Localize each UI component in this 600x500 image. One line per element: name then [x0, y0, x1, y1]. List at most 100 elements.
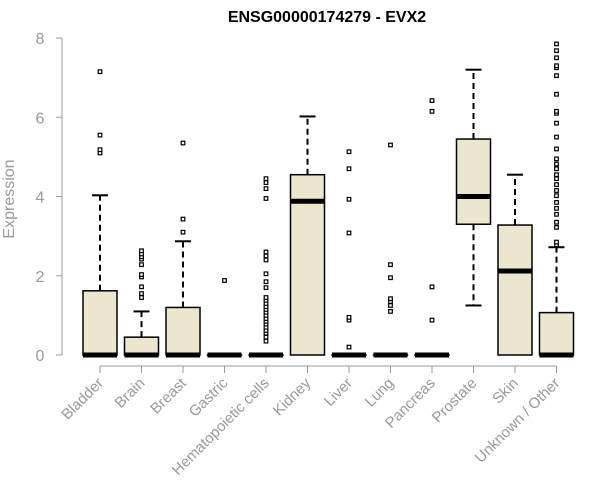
- outlier-point: [554, 108, 559, 114]
- box-group: [372, 142, 409, 358]
- outlier-point: [388, 296, 393, 302]
- box-group: [538, 41, 575, 358]
- outlier-point: [346, 344, 352, 350]
- outlier-point: [554, 146, 559, 152]
- box-group: [331, 149, 367, 358]
- y-tick-label: 6: [36, 110, 45, 127]
- outlier-point: [554, 63, 559, 69]
- outlier-point: [263, 338, 269, 344]
- outlier-point: [554, 239, 559, 245]
- outlier-point: [97, 69, 103, 75]
- chart-title: ENSG00000174279 - EVX2: [228, 9, 426, 26]
- outlier-point: [97, 132, 103, 138]
- box: [165, 306, 201, 356]
- outlier-point: [263, 186, 269, 191]
- outlier-point: [554, 166, 559, 172]
- outlier-point: [554, 219, 559, 225]
- box: [455, 138, 492, 225]
- outlier-point: [388, 262, 393, 268]
- outlier-point: [554, 156, 559, 162]
- x-tick-label: Bladder: [58, 375, 107, 424]
- y-tick-label: 8: [36, 31, 45, 48]
- outlier-point: [346, 230, 352, 236]
- outlier-point: [263, 176, 269, 182]
- box: [123, 336, 160, 356]
- outlier-point: [222, 278, 227, 283]
- y-tick-label: 0: [36, 348, 45, 365]
- outlier-point: [554, 161, 559, 167]
- x-tick-label: Lung: [362, 375, 398, 411]
- x-tick-label: Kidney: [270, 374, 315, 419]
- outlier-point: [554, 134, 559, 140]
- outlier-point: [180, 216, 186, 222]
- outlier-point: [180, 140, 186, 146]
- box: [538, 311, 575, 356]
- outlier-point: [429, 317, 435, 323]
- outlier-point: [139, 295, 144, 300]
- outlier-point: [554, 48, 559, 54]
- box-group: [165, 140, 201, 358]
- box: [289, 173, 326, 356]
- outlier-point: [139, 272, 144, 277]
- box-group: [414, 98, 450, 358]
- x-tick-label: Brain: [112, 375, 149, 412]
- outlier-point: [554, 55, 559, 61]
- outlier-point: [139, 284, 144, 290]
- outlier-point: [139, 248, 144, 254]
- outlier-point: [554, 73, 559, 79]
- outlier-point: [554, 200, 559, 205]
- outlier-point: [263, 180, 269, 186]
- box: [82, 290, 118, 356]
- outlier-point: [346, 196, 352, 202]
- outlier-point: [263, 295, 269, 300]
- y-axis: 0 2 4 6 8: [36, 31, 63, 365]
- y-axis-label: Expression: [1, 159, 18, 238]
- outlier-point: [139, 262, 144, 268]
- box-group: [289, 115, 326, 356]
- outlier-point: [388, 142, 393, 148]
- outlier-point: [429, 284, 435, 290]
- box-group: [455, 68, 492, 307]
- outlier-point: [263, 196, 269, 201]
- outlier-point: [388, 309, 393, 314]
- outlier-point: [263, 249, 269, 255]
- outlier-point: [554, 225, 559, 230]
- box-group: [82, 69, 118, 358]
- outlier-point: [554, 176, 559, 182]
- outlier-point: [263, 279, 269, 285]
- outlier-point: [554, 211, 559, 217]
- outlier-point: [554, 193, 559, 199]
- outlier-point: [346, 149, 352, 155]
- outlier-point: [554, 205, 559, 211]
- x-tick-label: Liver: [321, 375, 356, 410]
- outlier-point: [180, 229, 186, 235]
- outlier-point: [97, 147, 103, 153]
- plot-area: [82, 41, 575, 358]
- outlier-point: [263, 334, 269, 340]
- outlier-point: [554, 120, 559, 126]
- outlier-point: [554, 188, 559, 193]
- outlier-point: [346, 314, 352, 320]
- outlier-point: [554, 182, 559, 188]
- box-group: [497, 173, 533, 356]
- outlier-point: [554, 172, 559, 178]
- outlier-point: [139, 291, 144, 296]
- outlier-point: [388, 275, 393, 281]
- outlier-point: [263, 257, 269, 263]
- y-tick-label: 2: [36, 269, 45, 286]
- outlier-point: [263, 271, 269, 277]
- box: [497, 224, 533, 356]
- x-tick-label: Breast: [147, 374, 190, 417]
- box-group: [248, 176, 284, 358]
- outlier-point: [554, 41, 559, 47]
- x-tick-label: Skin: [489, 375, 522, 408]
- outlier-point: [554, 91, 559, 97]
- outlier-point: [388, 303, 393, 308]
- y-tick-label: 4: [36, 190, 45, 207]
- outlier-point: [346, 166, 352, 172]
- box-group: [206, 278, 243, 358]
- outlier-point: [263, 285, 269, 291]
- outlier-point: [263, 253, 269, 259]
